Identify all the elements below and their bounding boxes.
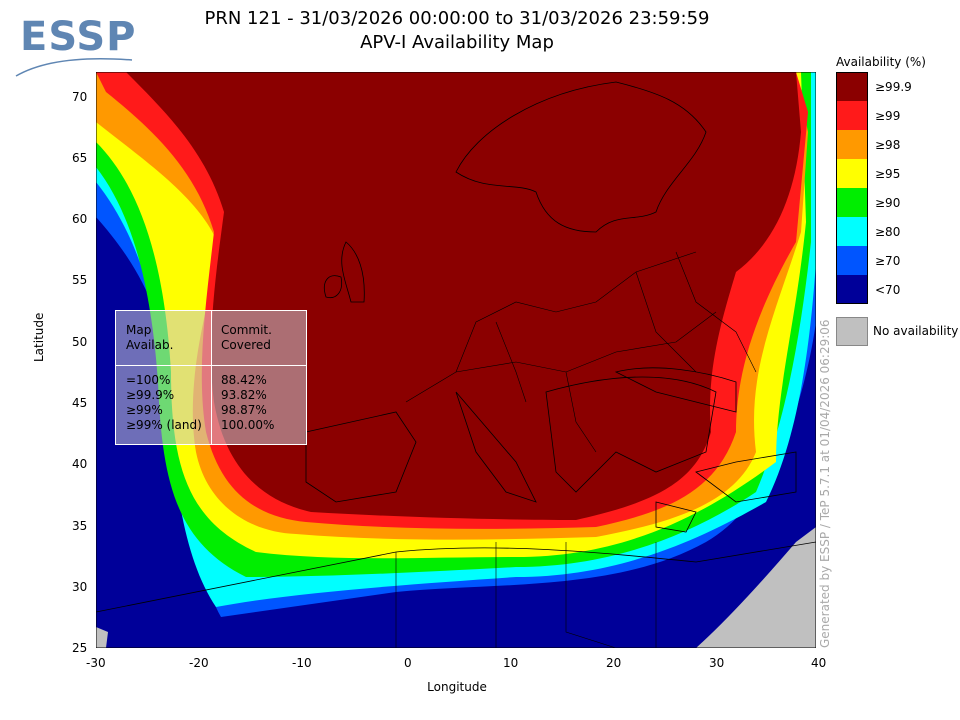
y-axis-label: Latitude bbox=[32, 312, 46, 362]
stats-value: 88.42% bbox=[221, 373, 267, 387]
y-tick: 65 bbox=[72, 151, 88, 165]
x-tick: 20 bbox=[606, 656, 622, 670]
chart-subtitle: APV-I Availability Map bbox=[360, 32, 554, 53]
chart-title: PRN 121 - 31/03/2026 00:00:00 to 31/03/2… bbox=[204, 8, 710, 29]
stats-level: ≥99% (land) bbox=[126, 418, 202, 432]
legend-title: Availability (%) bbox=[836, 55, 926, 69]
borders bbox=[395, 251, 757, 648]
y-tick: 35 bbox=[72, 519, 88, 533]
y-tick: 70 bbox=[72, 90, 88, 104]
legend-label: ≥99 bbox=[875, 109, 901, 123]
ireland-coast bbox=[324, 275, 343, 299]
legend-label: ≥70 bbox=[875, 254, 901, 268]
legend-label: ≥80 bbox=[875, 225, 901, 239]
stats-header-2b: Covered bbox=[221, 338, 271, 352]
stats-value: 98.87% bbox=[221, 403, 267, 417]
legend-label: <70 bbox=[875, 283, 901, 297]
legend-swatch-no-availability bbox=[836, 317, 868, 346]
x-tick: 10 bbox=[503, 656, 519, 670]
legend-label: ≥90 bbox=[875, 196, 901, 210]
x-axis-label: Longitude bbox=[427, 680, 487, 694]
coverage-stats-table: Map Availab. Commit. Covered =100% ≥99.9… bbox=[115, 310, 307, 445]
legend-swatch-ge95 bbox=[836, 159, 868, 188]
stats-value: 100.00% bbox=[221, 418, 275, 432]
stats-level: ≥99% bbox=[126, 403, 163, 417]
availability-map bbox=[96, 72, 816, 648]
x-tick: 40 bbox=[811, 656, 827, 670]
great-britain-coast bbox=[341, 241, 365, 303]
logo-swoosh bbox=[15, 57, 133, 77]
italy-coast bbox=[455, 391, 537, 503]
legend-swatch-ge99-9 bbox=[836, 72, 868, 101]
legend-swatch-ge90 bbox=[836, 188, 868, 217]
generator-credit: Generated by ESSP / TeP 5.7.1 at 01/04/2… bbox=[818, 319, 832, 648]
stats-header-2a: Commit. bbox=[221, 323, 272, 337]
turkey-coast bbox=[695, 451, 797, 503]
x-tick: -20 bbox=[189, 656, 209, 670]
x-tick: 0 bbox=[404, 656, 412, 670]
x-tick: -10 bbox=[292, 656, 312, 670]
legend-swatch-ge80 bbox=[836, 217, 868, 246]
y-tick: 50 bbox=[72, 335, 88, 349]
coastlines bbox=[96, 81, 816, 613]
stats-level: ≥99.9% bbox=[126, 388, 175, 402]
scandinavia-coast bbox=[455, 81, 707, 233]
y-tick: 55 bbox=[72, 273, 88, 287]
legend-swatch-lt70 bbox=[836, 275, 868, 304]
black-sea-coast bbox=[614, 367, 737, 413]
stats-header-1b: Availab. bbox=[126, 338, 174, 352]
stats-level: =100% bbox=[126, 373, 171, 387]
x-tick: 30 bbox=[709, 656, 725, 670]
legend-label: ≥98 bbox=[875, 138, 901, 152]
stats-value: 93.82% bbox=[221, 388, 267, 402]
logo-text: ESSP bbox=[20, 14, 137, 60]
legend-swatch-ge70 bbox=[836, 246, 868, 275]
iberia-coast bbox=[305, 411, 417, 503]
crete-coast bbox=[655, 501, 697, 533]
y-tick: 45 bbox=[72, 396, 88, 410]
x-tick: -30 bbox=[86, 656, 106, 670]
north-africa-coast bbox=[96, 541, 816, 613]
no-availability-se bbox=[696, 527, 816, 648]
balkans-coast bbox=[545, 376, 717, 493]
essp-logo: ESSP bbox=[14, 14, 137, 78]
y-tick: 25 bbox=[72, 641, 88, 655]
legend-swatch-ge99 bbox=[836, 101, 868, 130]
y-tick: 40 bbox=[72, 457, 88, 471]
no-availability-sw bbox=[96, 627, 108, 648]
legend-label-no-availability: No availability bbox=[873, 324, 959, 338]
y-tick: 30 bbox=[72, 580, 88, 594]
legend-label: ≥99.9 bbox=[875, 80, 912, 94]
y-tick: 60 bbox=[72, 212, 88, 226]
legend-label: ≥95 bbox=[875, 167, 901, 181]
legend-swatch-ge98 bbox=[836, 130, 868, 159]
stats-header-1a: Map bbox=[126, 323, 152, 337]
